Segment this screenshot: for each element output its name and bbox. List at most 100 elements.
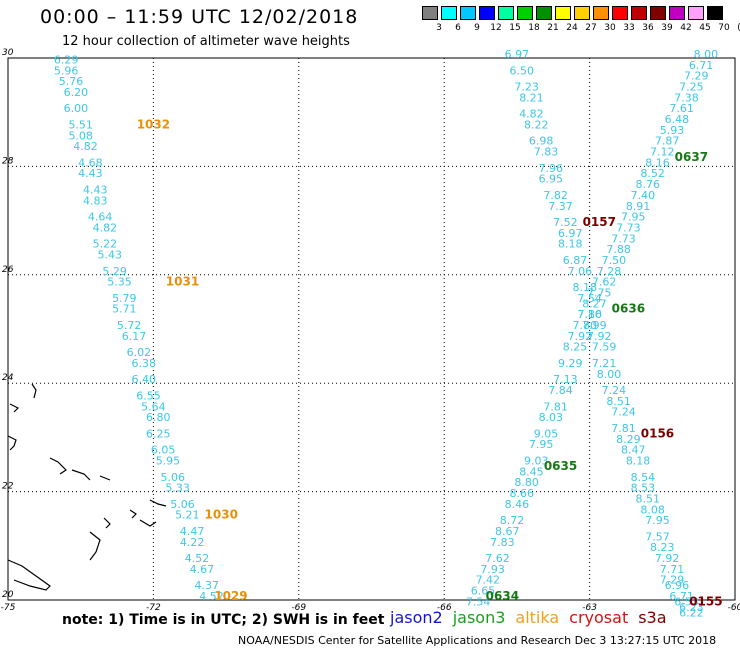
pass-time-label: 0155 [689,594,722,608]
wave-height-value: 5.22 [93,238,118,251]
wave-height-value: 7.88 [606,243,631,256]
wave-height-value: 5.76 [59,75,84,88]
satellite-legend: jason2 jason3 altika cryosat s3a [390,608,677,627]
wave-height-value: 7.84 [548,384,573,397]
lon-tick-label: -63 [582,603,597,613]
wave-height-value: 7.54 [466,595,491,608]
wave-height-value: 5.08 [68,129,93,142]
wave-height-value: 7.82 [543,189,568,202]
lat-tick-label: 26 [2,265,14,275]
wave-height-value: 7.62 [485,552,510,565]
wave-height-value: 4.37 [194,579,219,592]
wave-height-value: 7.73 [616,221,641,234]
lon-tick-label: -75 [1,603,16,613]
legend-level-label: 42 [680,23,692,33]
wave-height-value: 8.72 [500,514,525,527]
wave-height-value: 8.67 [495,525,520,538]
satellite-cryosat: cryosat [569,608,629,627]
pass-time-label: 0637 [675,150,708,164]
lon-tick-label: -60 [728,603,740,613]
legend-level-label: 15 [509,23,521,33]
legend-level-label: 12 [490,23,502,33]
wave-height-value: 4.43 [83,184,108,197]
wave-height-value: 6.98 [529,135,554,148]
legend-level-label: 39 [661,23,673,33]
wave-height-value: 7.93 [480,563,505,576]
wave-height-value: 7.81 [611,422,636,435]
wave-height-value: 8.53 [631,482,656,495]
legend-level-label: 33 [623,23,635,33]
legend-swatch [631,6,647,20]
wave-height-value: 6.22 [679,606,704,619]
legend-swatch [612,6,628,20]
pass-time-label: 1029 [214,589,247,603]
wave-height-value: 8.76 [636,178,661,191]
wave-height-value: 6.96 [665,579,690,592]
wave-height-value: 8.00 [694,48,719,61]
wave-height-value: 8.52 [640,167,665,180]
legend-level-label: 70 [718,23,730,33]
wave-height-value: 5.93 [660,124,685,137]
wave-height-value: 7.86 [577,308,602,321]
wave-height-value: 6.80 [146,411,171,424]
wave-height-value: 7.23 [514,81,539,94]
wave-height-value: 7.24 [602,384,627,397]
wave-height-value: 7.28 [597,265,622,278]
wave-height-value: 6.65 [471,585,496,598]
legend-swatch [479,6,495,20]
wave-height-value: 7.38 [674,91,699,104]
wave-height-value: 5.06 [170,498,195,511]
wave-height-value: 7.62 [592,276,617,289]
legend-swatch [536,6,552,20]
satellite-s3a: s3a [638,608,667,627]
legend-level-label: 30 [604,23,616,33]
lat-tick-label: 24 [2,373,14,383]
wave-height-value: 6.05 [151,444,176,457]
wave-height-value: 6.55 [136,389,161,402]
wave-height-value: 8.47 [621,444,646,457]
wave-height-value: 4.82 [73,140,98,153]
legend-level-label: 21 [547,23,559,33]
wave-height-value: 8.21 [519,91,544,104]
wave-height-value: 6.97 [558,227,583,240]
lat-tick-label: 28 [2,156,14,166]
wave-height-value: 7.75 [587,286,612,299]
wave-height-value: 5.95 [156,455,181,468]
wave-height-value: 8.51 [636,492,661,505]
wave-height-value: 9.03 [524,455,549,468]
wave-height-value: 7.21 [592,357,617,370]
wave-height-value: 7.99 [582,319,607,332]
wave-height-value: 7.71 [660,563,685,576]
pass-time-label: 1031 [166,275,199,289]
wave-height-value: 4.47 [180,525,205,538]
wave-height-value: 7.10 [577,308,602,321]
wave-height-value: 6.23 [679,601,704,614]
wave-height-value: 8.51 [606,395,631,408]
wave-height-value: 7.59 [592,341,617,354]
wave-height-value: 7.40 [631,189,656,202]
legend-level-label: 24 [566,23,578,33]
wave-height-value: 5.33 [165,482,190,495]
wave-height-value: 5.29 [102,265,127,278]
wave-height-value: 6.50 [509,64,534,77]
legend-swatch [460,6,476,20]
legend-swatch [593,6,609,20]
wave-height-value: 7.13 [553,373,578,386]
wave-height-value: 7.25 [679,81,704,94]
wave-height-value: 7.42 [476,574,501,587]
legend-swatch [688,6,704,20]
pass-time-label: 0156 [641,426,674,440]
coastline [7,559,51,591]
wave-height-value: 7.83 [490,536,515,549]
coastline [89,531,101,561]
wave-height-value: 8.80 [514,476,539,489]
wave-height-value: 7.80 [573,319,598,332]
legend-level-label: 3 [436,23,442,33]
wave-height-value: 6.71 [689,59,714,72]
wave-height-value: 5.64 [141,400,166,413]
legend-unit: (ft) [732,23,740,33]
wave-height-value: 7.52 [553,216,578,229]
wave-height-value: 6.95 [539,173,564,186]
page-title: 00:00 – 11:59 UTC 12/02/2018 [40,6,359,28]
